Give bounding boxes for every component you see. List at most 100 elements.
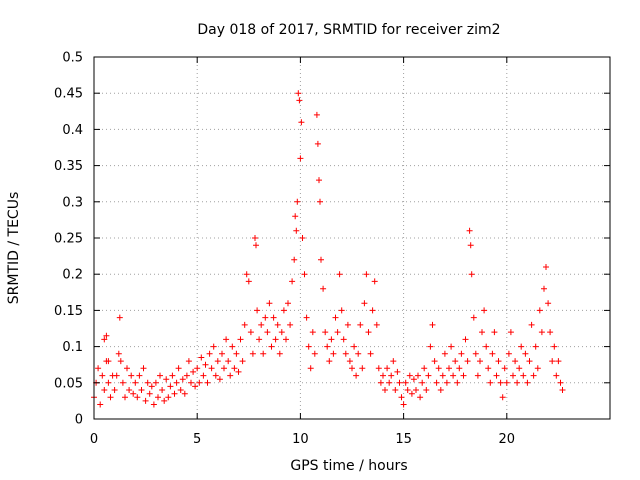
data-point xyxy=(351,343,358,350)
data-point xyxy=(363,271,370,278)
data-point xyxy=(144,379,151,386)
data-point xyxy=(541,285,547,292)
data-point xyxy=(216,376,223,383)
data-point xyxy=(124,365,130,372)
data-point xyxy=(303,314,310,321)
data-point xyxy=(503,379,510,386)
data-point xyxy=(313,111,320,118)
y-axis-title: SRMTID / TECUs xyxy=(6,192,22,305)
data-point xyxy=(493,372,500,379)
data-point xyxy=(169,372,176,379)
data-point xyxy=(128,372,135,379)
data-point xyxy=(322,329,329,336)
data-point xyxy=(505,350,512,357)
data-point xyxy=(336,271,343,278)
data-point xyxy=(467,242,474,249)
data-point xyxy=(243,271,250,278)
data-point xyxy=(429,321,436,328)
data-point xyxy=(159,387,166,393)
data-point xyxy=(499,394,506,401)
data-point xyxy=(419,379,426,386)
data-point xyxy=(456,365,463,372)
data-point xyxy=(301,271,308,278)
data-point xyxy=(157,372,163,379)
data-point xyxy=(294,198,301,205)
data-point xyxy=(183,372,190,379)
data-point xyxy=(487,379,494,386)
data-point xyxy=(115,350,122,357)
data-point xyxy=(466,227,473,234)
data-point xyxy=(305,343,312,350)
data-point xyxy=(317,198,323,205)
data-point xyxy=(344,321,351,328)
data-point xyxy=(188,379,194,386)
data-point xyxy=(283,336,289,343)
data-point xyxy=(390,358,397,365)
data-point xyxy=(111,387,118,393)
data-point xyxy=(239,358,246,365)
data-point xyxy=(99,372,106,379)
data-point xyxy=(328,336,335,343)
data-point xyxy=(439,372,446,379)
data-point xyxy=(285,300,291,307)
data-point xyxy=(167,383,174,390)
y-tick-label: 0.1 xyxy=(62,340,83,355)
data-point xyxy=(402,379,409,386)
data-point xyxy=(146,390,153,397)
data-point xyxy=(314,140,321,147)
data-point xyxy=(264,329,271,336)
data-point xyxy=(530,372,537,379)
data-point xyxy=(373,321,380,328)
data-point xyxy=(208,365,215,372)
data-point xyxy=(192,383,199,390)
data-point xyxy=(452,358,459,365)
data-point xyxy=(427,343,434,350)
data-point xyxy=(289,278,296,285)
data-point xyxy=(307,365,314,372)
data-point xyxy=(481,307,488,314)
data-point xyxy=(122,394,128,401)
data-point xyxy=(245,278,252,285)
data-point xyxy=(258,321,265,328)
data-point xyxy=(260,350,267,357)
y-tick-label: 0.3 xyxy=(62,195,83,210)
data-point xyxy=(386,379,393,386)
data-point xyxy=(161,397,168,404)
data-point xyxy=(276,350,283,357)
data-point xyxy=(253,242,259,249)
data-point xyxy=(105,358,112,365)
data-point xyxy=(536,307,543,314)
data-point xyxy=(256,336,263,343)
data-point xyxy=(171,390,178,397)
data-point xyxy=(324,343,331,350)
data-point xyxy=(194,365,201,372)
data-point xyxy=(198,354,205,361)
data-point xyxy=(298,119,305,126)
data-point xyxy=(375,365,382,372)
data-point xyxy=(292,213,299,220)
data-point xyxy=(396,379,403,386)
data-point xyxy=(295,90,302,97)
data-point xyxy=(495,358,502,365)
data-point xyxy=(464,358,471,365)
data-point xyxy=(241,321,248,328)
data-point xyxy=(225,358,232,365)
data-point xyxy=(214,358,221,365)
data-point xyxy=(200,372,207,379)
y-tick-label: 0.15 xyxy=(54,304,83,319)
data-point xyxy=(235,368,242,375)
x-axis-title: GPS time / hours xyxy=(290,458,407,474)
data-point xyxy=(532,343,539,350)
data-point xyxy=(485,365,492,372)
data-point xyxy=(101,387,108,393)
data-point xyxy=(204,379,211,386)
data-point xyxy=(254,307,261,314)
data-point xyxy=(551,343,558,350)
data-point xyxy=(274,321,281,328)
y-tick-label: 0.45 xyxy=(54,87,83,102)
data-point xyxy=(435,365,442,372)
x-tick-label: 10 xyxy=(292,432,309,447)
data-point xyxy=(150,401,157,408)
data-point xyxy=(185,358,192,365)
data-point xyxy=(410,376,417,383)
